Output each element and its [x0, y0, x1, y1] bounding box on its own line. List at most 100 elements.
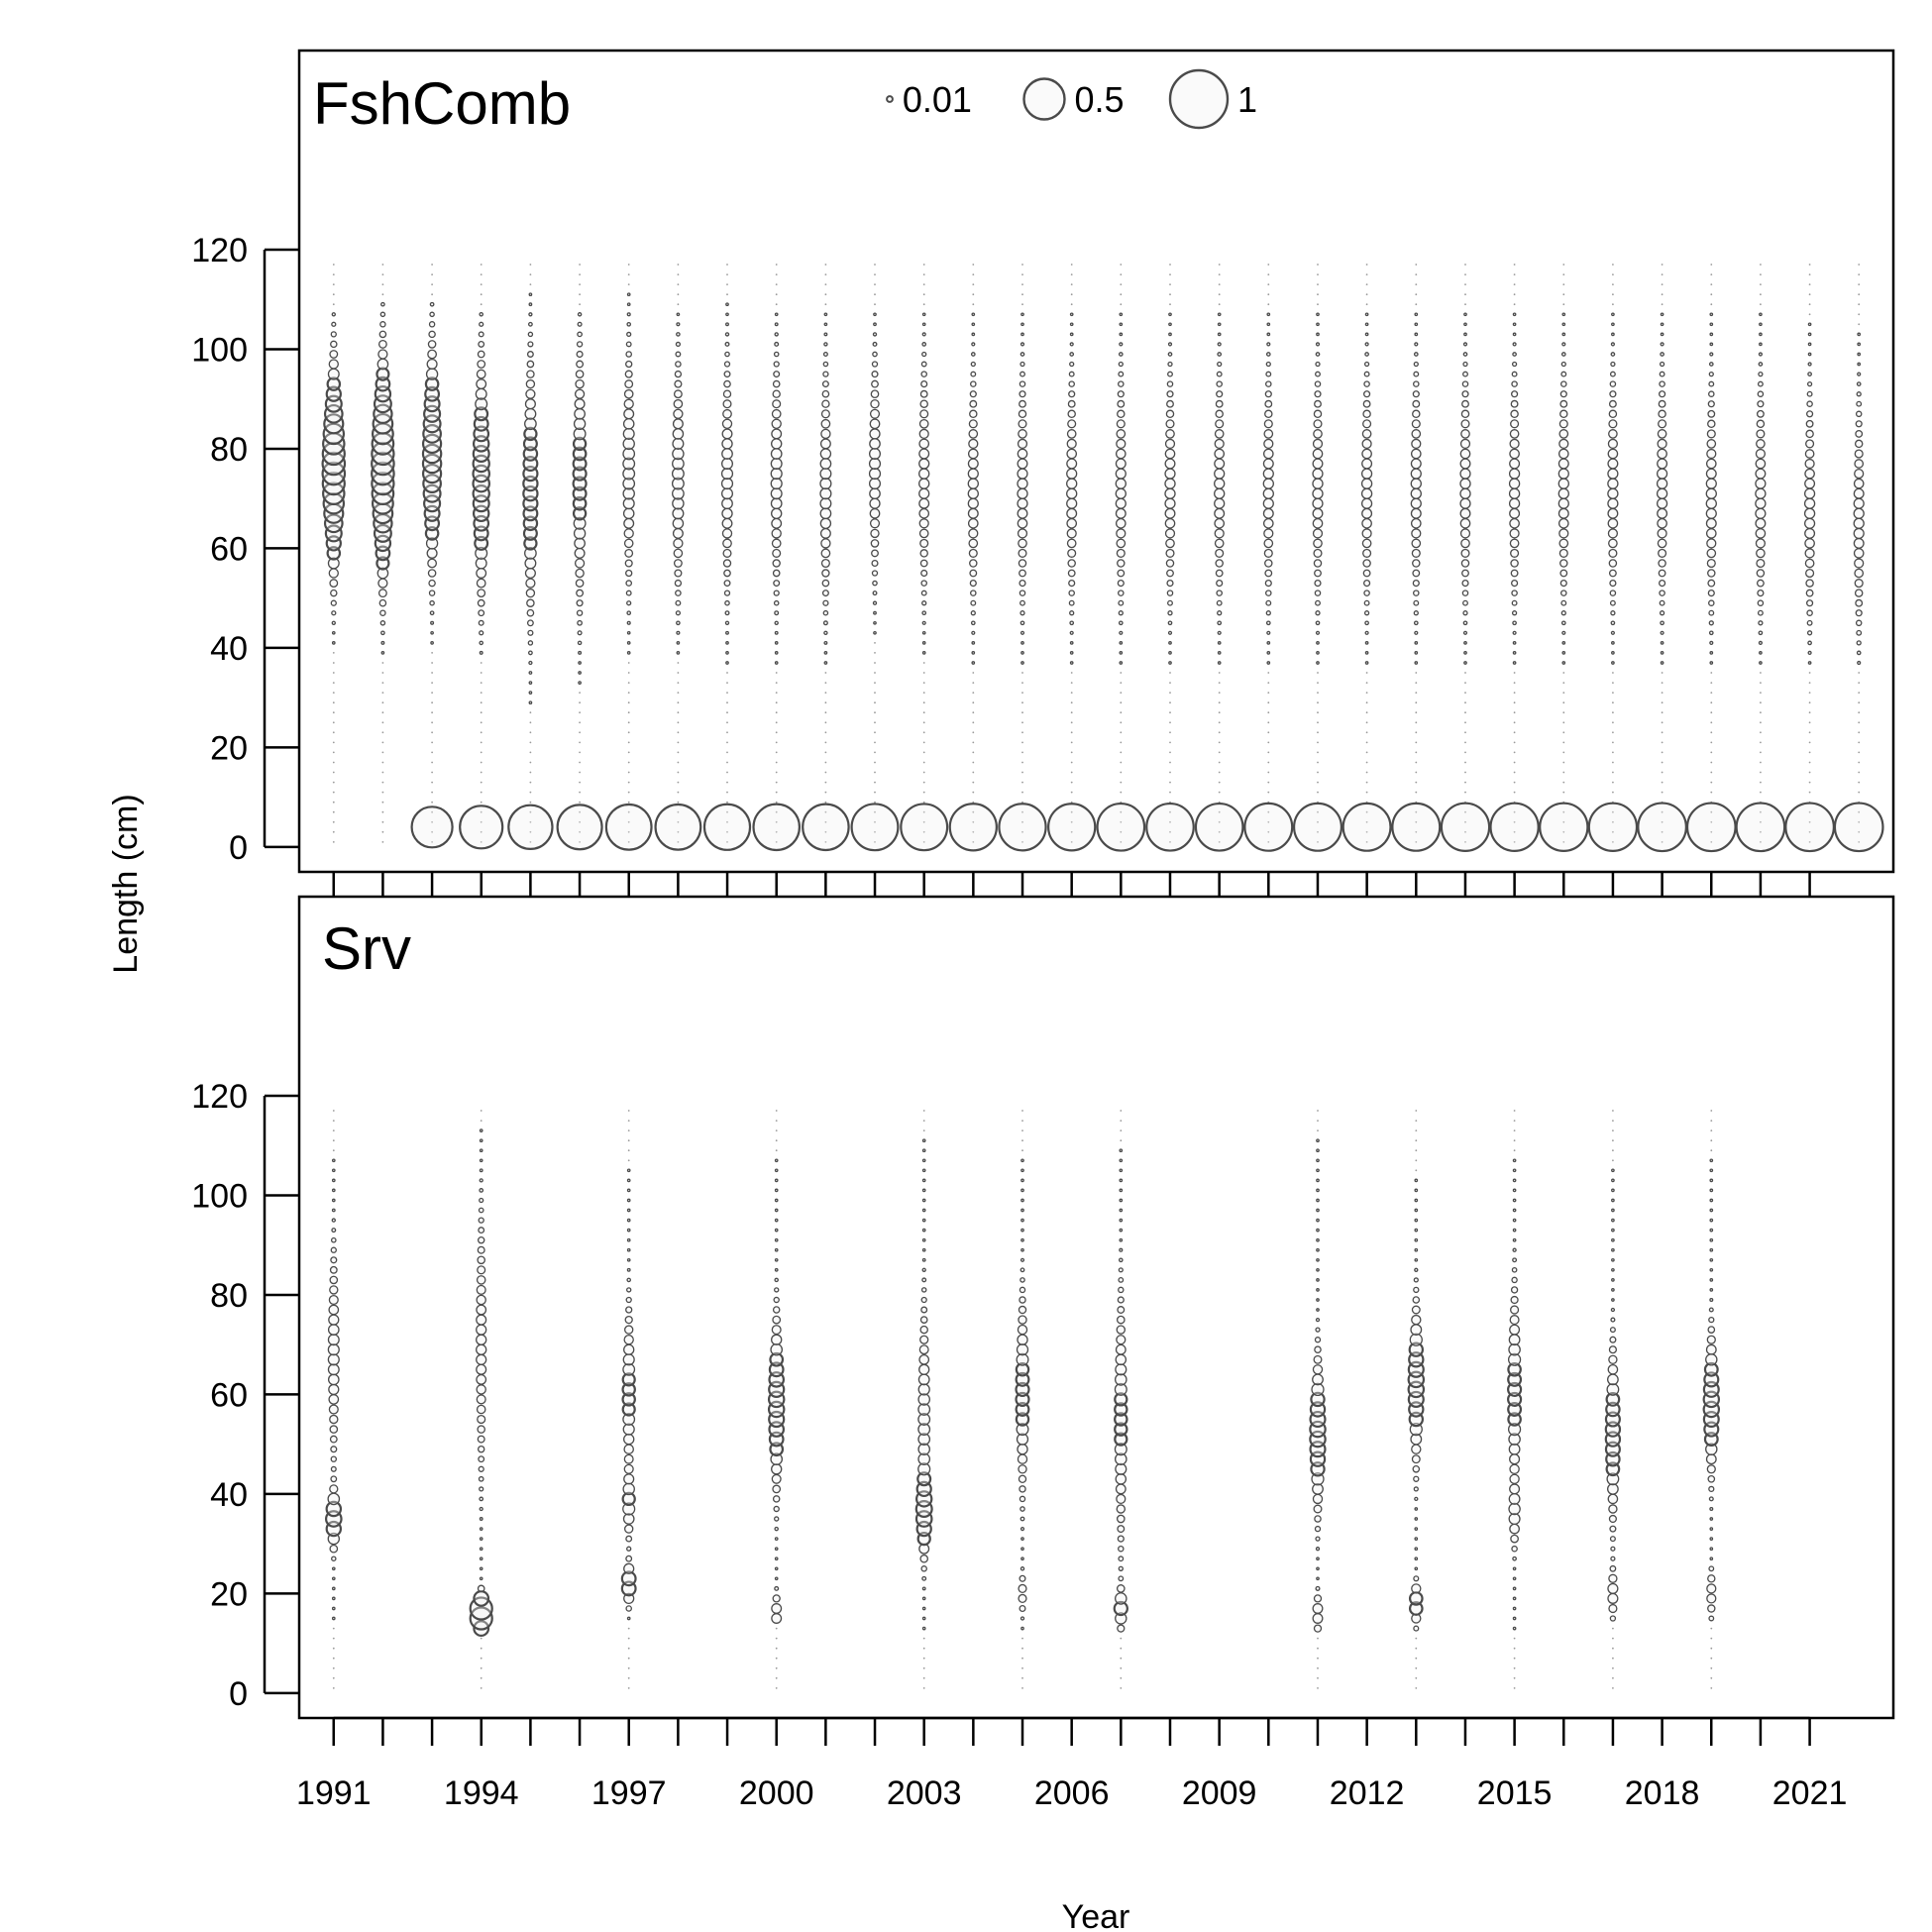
fshcomb-bubble — [329, 579, 339, 589]
fshcomb-plot-frame — [297, 49, 1895, 874]
fshcomb-bubble — [1167, 371, 1173, 377]
fshcomb-bubble — [622, 417, 635, 430]
fshcomb-bubble — [921, 332, 926, 337]
srv-bubble — [621, 1372, 636, 1387]
fshcomb-bubble — [1558, 438, 1569, 450]
srv-bubble — [1710, 1676, 1713, 1679]
srv-bubble — [1021, 1637, 1023, 1640]
fshcomb-bubble — [772, 399, 782, 409]
fshcomb-bubble — [1068, 371, 1075, 377]
fshcomb-bubble — [328, 568, 339, 579]
fshcomb-bubble — [1612, 841, 1614, 843]
fshcomb-bubble — [1411, 538, 1422, 549]
x-axis-title: Year — [1062, 1898, 1130, 1932]
fshcomb-bubble — [1562, 791, 1565, 794]
srv-bubble — [1610, 1317, 1616, 1323]
srv-bubble — [1611, 1267, 1615, 1272]
srv-bubble — [1415, 1676, 1418, 1679]
fshcomb-bubble — [1610, 610, 1616, 616]
srv-bubble — [1115, 1343, 1127, 1355]
fshcomb-bubble — [1021, 830, 1023, 833]
srv-bubble — [479, 1178, 483, 1183]
srv-bubble — [775, 1657, 778, 1660]
fshcomb-bubble — [1020, 630, 1025, 635]
fshcomb-bubble — [1710, 781, 1713, 784]
fshcomb-bubble — [1858, 841, 1861, 843]
fshcomb-bubble — [1120, 672, 1123, 674]
fshcomb-bubble — [1858, 751, 1861, 754]
fshcomb-bubble — [824, 810, 827, 813]
fshcomb-bubble — [528, 302, 533, 307]
fshcomb-bubble — [1363, 371, 1370, 377]
srv-bubble — [621, 1382, 636, 1397]
srv-bubble — [1710, 1687, 1713, 1689]
fshcomb-bubble — [1264, 390, 1272, 398]
fshcomb-bubble — [1365, 841, 1368, 843]
fshcomb-bubble — [1021, 731, 1023, 734]
srv-bubble — [1705, 1453, 1717, 1465]
srv-bubble — [476, 1294, 486, 1306]
fshcomb-bubble — [1464, 711, 1466, 714]
fshcomb-bubble — [1853, 478, 1865, 489]
srv-bubble — [329, 1275, 339, 1285]
fshcomb-bubble — [1509, 528, 1520, 539]
srv-x-tick-label: 2018 — [1625, 1774, 1700, 1812]
fshcomb-bubble — [967, 497, 979, 509]
fshcomb-bubble — [627, 761, 630, 764]
fshcomb-bubble — [972, 711, 975, 714]
fshcomb-bubble — [1313, 559, 1323, 568]
fshcomb-bubble — [1117, 559, 1126, 568]
fshcomb-bubble — [873, 630, 877, 635]
srv-bubble — [625, 1605, 632, 1612]
fshcomb-bubble — [381, 781, 384, 784]
srv-bubble — [1414, 1188, 1419, 1193]
fshcomb-bubble — [327, 557, 340, 570]
fshcomb-bubble — [1267, 830, 1270, 833]
srv-bubble — [771, 1325, 782, 1336]
fshcomb-bubble — [1317, 692, 1319, 694]
fshcomb-bubble — [921, 342, 927, 347]
srv-bubble — [921, 1208, 926, 1213]
fshcomb-bubble — [1361, 448, 1372, 460]
srv-bubble — [1114, 1412, 1128, 1427]
srv-bubble — [477, 1245, 485, 1254]
fshcomb-bubble — [1069, 651, 1074, 655]
fshcomb-bubble — [1805, 568, 1815, 579]
fshcomb-bubble — [771, 538, 782, 549]
fshcomb-bubble — [332, 293, 335, 296]
srv-bubble — [1709, 1267, 1714, 1272]
fshcomb-bubble — [1707, 400, 1715, 408]
fshcomb-bubble — [1805, 589, 1814, 597]
srv-bubble — [1119, 1188, 1124, 1193]
fshcomb-bubble — [381, 293, 384, 296]
fshcomb-bubble — [1513, 731, 1516, 734]
fshcomb-bubble — [1364, 352, 1369, 357]
fshcomb-bubble — [1511, 390, 1519, 398]
srv-bubble — [1408, 1591, 1424, 1606]
srv-bubble — [1408, 1601, 1424, 1616]
fshcomb-bubble — [1118, 380, 1125, 387]
srv-bubble — [1020, 1267, 1025, 1273]
fshcomb-bubble — [1464, 273, 1466, 275]
fshcomb-bubble — [721, 448, 733, 460]
srv-bubble — [1020, 1527, 1025, 1532]
fshcomb-bubble — [677, 682, 680, 684]
fshcomb-bubble — [1266, 342, 1271, 347]
fshcomb-bubble — [378, 598, 387, 607]
fshcomb-bubble — [971, 322, 976, 327]
srv-bubble — [1119, 1228, 1124, 1233]
fshcomb-bubble — [1217, 661, 1222, 665]
fshcomb-bubble — [529, 731, 532, 734]
fshcomb-plus-group-bubble — [1047, 803, 1097, 852]
fshcomb-bubble — [572, 506, 588, 521]
fshcomb-bubble — [428, 579, 436, 588]
fshcomb-bubble — [726, 672, 728, 674]
fshcomb-bubble — [1414, 630, 1419, 635]
srv-bubble — [1413, 1486, 1419, 1492]
fshcomb-bubble — [773, 361, 780, 368]
fshcomb-bubble — [1070, 741, 1073, 744]
fshcomb-bubble — [1609, 580, 1617, 588]
srv-bubble — [774, 1576, 779, 1581]
srv-bubble — [1113, 1600, 1128, 1617]
srv-bubble — [1708, 1615, 1715, 1622]
